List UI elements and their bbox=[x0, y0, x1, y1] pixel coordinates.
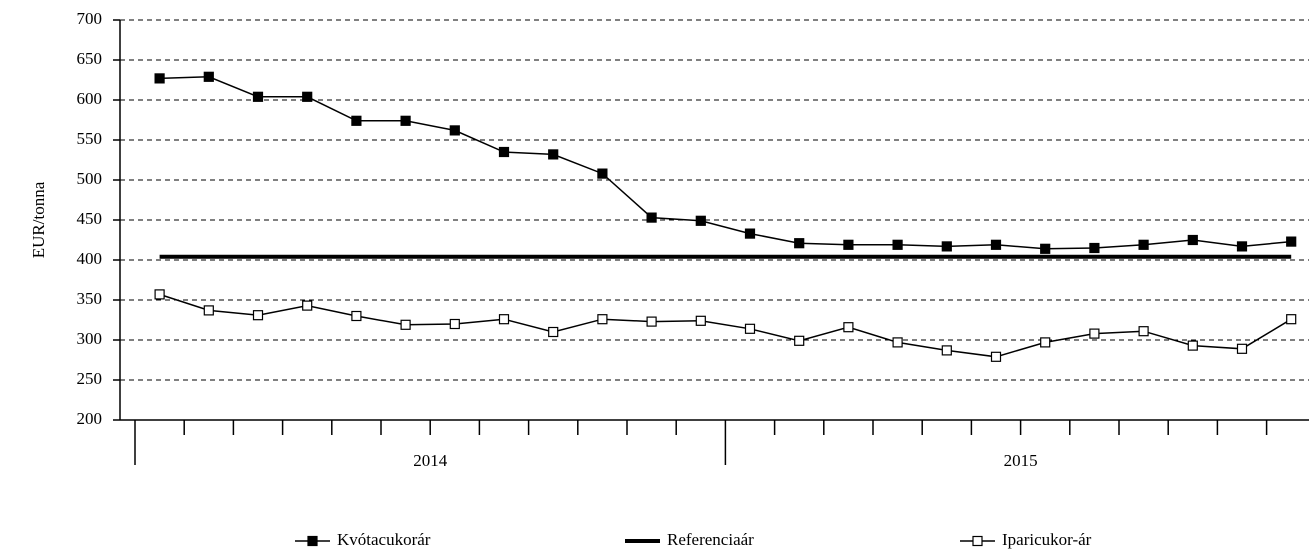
data-point bbox=[941, 345, 952, 356]
data-point bbox=[351, 310, 362, 322]
y-tick-label: 450 bbox=[77, 209, 103, 228]
data-point bbox=[1040, 337, 1051, 348]
data-point bbox=[252, 91, 264, 102]
data-point bbox=[794, 335, 805, 346]
data-point bbox=[1236, 241, 1248, 252]
series-line bbox=[159, 76, 1292, 250]
data-point bbox=[1286, 314, 1297, 325]
data-point bbox=[302, 91, 313, 102]
data-point bbox=[154, 73, 165, 84]
data-point bbox=[794, 238, 805, 249]
data-point bbox=[892, 239, 903, 250]
data-point bbox=[990, 239, 1002, 250]
data-point bbox=[1040, 243, 1051, 254]
legend-label: Referenciaár bbox=[667, 530, 754, 549]
data-point bbox=[154, 289, 165, 300]
y-tick-label: 550 bbox=[77, 129, 103, 148]
data-point bbox=[646, 212, 657, 223]
group-label: 2015 bbox=[1004, 451, 1038, 470]
y-tick-label: 700 bbox=[77, 9, 103, 28]
data-point bbox=[843, 322, 854, 333]
data-point bbox=[1286, 236, 1297, 247]
data-point bbox=[498, 314, 510, 325]
legend-marker bbox=[307, 535, 318, 547]
data-point bbox=[744, 228, 756, 239]
y-tick-label: 300 bbox=[77, 329, 103, 348]
data-point bbox=[252, 310, 264, 321]
y-tick-label: 350 bbox=[77, 289, 103, 308]
data-point bbox=[892, 337, 903, 348]
data-point bbox=[1236, 343, 1248, 354]
y-tick-label: 200 bbox=[77, 409, 103, 428]
data-point bbox=[302, 300, 313, 311]
legend-marker bbox=[972, 535, 983, 547]
data-point bbox=[695, 315, 706, 326]
data-point bbox=[597, 314, 608, 325]
data-point bbox=[1138, 239, 1149, 250]
y-axis-label: EUR/tonna bbox=[29, 181, 48, 258]
data-point bbox=[449, 125, 460, 136]
data-point bbox=[646, 316, 657, 327]
group-label: 2014 bbox=[413, 451, 448, 470]
data-point bbox=[351, 115, 362, 126]
data-point bbox=[941, 241, 952, 252]
data-point bbox=[1138, 326, 1149, 337]
data-point bbox=[843, 239, 854, 250]
series-line bbox=[159, 293, 1292, 358]
legend-label: Iparicukor-ár bbox=[1002, 530, 1092, 549]
data-point bbox=[400, 319, 411, 330]
y-tick-label: 250 bbox=[77, 369, 103, 388]
data-point bbox=[695, 215, 706, 226]
data-point bbox=[744, 323, 756, 334]
data-point bbox=[203, 305, 214, 316]
data-point bbox=[597, 168, 608, 179]
legend-label: Kvótacukorár bbox=[337, 530, 431, 549]
data-point bbox=[203, 71, 214, 82]
data-point bbox=[1089, 328, 1100, 339]
data-point bbox=[548, 326, 559, 338]
y-tick-label: 650 bbox=[77, 49, 103, 68]
y-tick-label: 600 bbox=[77, 89, 103, 108]
data-point bbox=[1187, 234, 1198, 246]
data-point bbox=[498, 146, 510, 158]
data-point bbox=[548, 149, 559, 160]
y-tick-label: 500 bbox=[77, 169, 103, 188]
data-point bbox=[400, 115, 411, 126]
data-point bbox=[449, 318, 460, 330]
y-tick-label: 400 bbox=[77, 249, 103, 268]
data-point bbox=[1187, 340, 1198, 351]
data-point bbox=[1089, 242, 1100, 254]
data-point bbox=[990, 351, 1002, 362]
